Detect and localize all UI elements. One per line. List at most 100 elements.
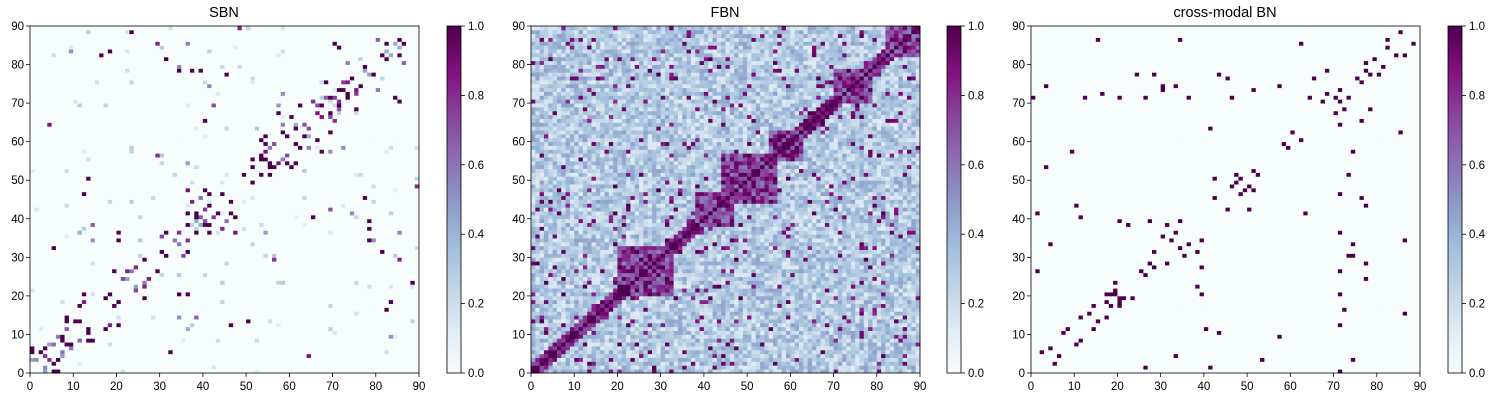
heatmap-cell xyxy=(328,315,333,319)
heatmap-cell xyxy=(91,211,96,215)
heatmap-cell xyxy=(108,315,113,319)
heatmap-cell xyxy=(86,323,91,327)
heatmap-cell xyxy=(65,311,70,315)
heatmap-cell xyxy=(147,250,152,254)
heatmap-cell xyxy=(190,211,195,215)
heatmap-cell xyxy=(138,184,143,188)
heatmap-cell xyxy=(220,280,225,284)
heatmap-cell xyxy=(82,358,87,362)
heatmap-cell xyxy=(358,253,363,257)
heatmap-cell xyxy=(281,169,286,173)
heatmap-cell xyxy=(134,358,139,362)
heatmap-cell xyxy=(69,192,74,196)
heatmap-cell xyxy=(259,307,264,311)
heatmap-cell xyxy=(294,292,299,296)
heatmap-cell xyxy=(389,300,394,304)
heatmap-cell xyxy=(263,361,268,365)
heatmap-cell xyxy=(199,261,204,265)
heatmap-cell xyxy=(237,246,242,250)
heatmap-cell xyxy=(294,161,299,165)
heatmap-cell xyxy=(95,277,100,281)
heatmap-cell xyxy=(216,246,221,250)
heatmap-cell xyxy=(108,350,113,354)
heatmap-cell xyxy=(47,176,52,180)
heatmap-cell xyxy=(302,200,307,204)
heatmap-cell xyxy=(121,230,126,234)
heatmap-cell xyxy=(39,361,44,365)
heatmap-cell xyxy=(69,365,74,369)
heatmap-cell xyxy=(281,265,286,269)
heatmap-cell xyxy=(147,161,152,165)
heatmap-cell xyxy=(34,250,39,254)
heatmap-cell xyxy=(242,219,247,223)
heatmap-cell xyxy=(207,300,212,304)
heatmap-cell xyxy=(203,230,208,234)
heatmap-cell xyxy=(393,354,398,358)
heatmap-cell xyxy=(56,246,61,250)
heatmap-cell xyxy=(177,223,182,227)
heatmap-cell xyxy=(358,338,363,342)
heatmap-cell xyxy=(199,242,204,246)
heatmap-cell xyxy=(116,296,121,300)
heatmap-cell xyxy=(350,311,355,315)
heatmap-cell xyxy=(402,169,407,173)
heatmap-cell xyxy=(341,280,346,284)
heatmap-cell xyxy=(186,334,191,338)
heatmap-cell xyxy=(199,230,204,234)
heatmap-cell xyxy=(82,169,87,173)
heatmap-cell xyxy=(285,211,290,215)
heatmap-cell xyxy=(307,300,312,304)
heatmap-cell xyxy=(155,234,160,238)
heatmap-cell xyxy=(199,203,204,207)
heatmap-cell xyxy=(125,284,130,288)
heatmap-cell xyxy=(39,331,44,335)
heatmap-cell xyxy=(34,180,39,184)
heatmap-cell xyxy=(315,269,320,273)
heatmap-cell xyxy=(173,161,178,165)
heatmap-cell xyxy=(298,169,303,173)
heatmap-cell xyxy=(108,257,113,261)
heatmap-cell xyxy=(129,226,134,230)
heatmap-cell xyxy=(186,277,191,281)
heatmap-cell xyxy=(320,315,325,319)
heatmap-cell xyxy=(324,196,329,200)
heatmap-cell xyxy=(194,165,199,169)
heatmap-cell xyxy=(82,346,87,350)
heatmap-cell xyxy=(393,207,398,211)
heatmap-cell xyxy=(311,234,316,238)
heatmap-cell xyxy=(194,184,199,188)
heatmap-cell xyxy=(263,346,268,350)
heatmap-cell xyxy=(263,203,268,207)
heatmap-cell xyxy=(147,180,152,184)
heatmap-cell xyxy=(168,300,173,304)
heatmap-cell xyxy=(272,161,277,165)
heatmap-cell xyxy=(30,331,35,335)
heatmap-cell xyxy=(216,273,221,277)
heatmap-cell xyxy=(212,296,217,300)
heatmap-cell xyxy=(91,304,96,308)
heatmap-cell xyxy=(233,246,238,250)
heatmap-cell xyxy=(91,280,96,284)
heatmap-cell xyxy=(125,311,130,315)
heatmap-cell xyxy=(354,327,359,331)
heatmap-cell xyxy=(69,334,74,338)
heatmap-cell xyxy=(350,361,355,365)
heatmap-cell xyxy=(289,277,294,281)
heatmap-cell xyxy=(380,288,385,292)
heatmap-cell xyxy=(276,292,281,296)
heatmap-cell xyxy=(147,234,152,238)
heatmap-cell xyxy=(212,188,217,192)
heatmap-cell xyxy=(43,226,48,230)
heatmap-cell xyxy=(65,354,70,358)
heatmap-cell xyxy=(69,358,74,362)
heatmap-cell xyxy=(60,323,65,327)
heatmap-cell xyxy=(186,327,191,331)
heatmap-cell xyxy=(367,365,372,369)
heatmap-cell xyxy=(52,188,57,192)
heatmap-cell xyxy=(151,280,156,284)
heatmap-cell xyxy=(95,226,100,230)
heatmap-cell xyxy=(155,180,160,184)
heatmap-cell xyxy=(410,219,415,223)
heatmap-cell xyxy=(311,277,316,281)
heatmap-cell xyxy=(190,365,195,369)
